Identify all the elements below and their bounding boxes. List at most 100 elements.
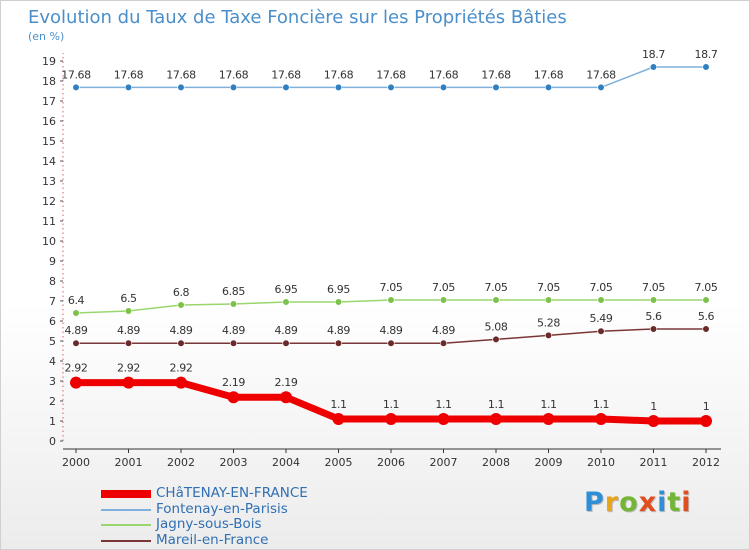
data-label-jagny-sous-bois: 6.95 (327, 283, 350, 296)
data-point-mareil-en-france (72, 339, 80, 347)
data-label-fontenay-en-parisis: 17.68 (586, 68, 616, 81)
y-tick-label: 8 (49, 275, 56, 288)
data-label-mareil-en-france: 4.89 (170, 324, 193, 337)
x-tick-label: 2004 (272, 456, 300, 469)
data-point-jagny-sous-bois (334, 298, 343, 306)
data-point-jagny-sous-bois (544, 296, 553, 304)
data-label-jagny-sous-bois: 6.8 (173, 286, 190, 299)
data-label-jagny-sous-bois: 6.4 (68, 294, 85, 307)
data-label-fontenay-en-parisis: 17.68 (324, 68, 354, 81)
data-point-fontenay-en-parisis (177, 83, 185, 91)
data-point-fontenay-en-parisis (649, 63, 658, 71)
data-point-fontenay-en-parisis (387, 83, 395, 91)
legend-label: Mareil-en-France (156, 531, 269, 548)
data-point-fontenay-en-parisis (597, 83, 605, 91)
legend-swatch (101, 539, 151, 542)
data-point-jagny-sous-bois (649, 296, 658, 304)
y-tick-label: 1 (49, 415, 56, 428)
data-label-mareil-en-france: 5.28 (537, 316, 560, 329)
data-label-mareil-en-france: 4.89 (432, 324, 455, 337)
proxiti-logo: Proxiti (584, 487, 692, 518)
y-tick-label: 12 (42, 195, 56, 208)
x-tick-label: 2006 (377, 456, 405, 469)
y-tick-label: 9 (49, 255, 56, 268)
data-point-ch-tenay-en-france (70, 376, 82, 389)
y-tick-label: 5 (49, 335, 56, 348)
data-point-mareil-en-france (702, 325, 710, 333)
data-point-fontenay-en-parisis (544, 83, 553, 91)
logo-letter: i (657, 487, 668, 518)
data-point-ch-tenay-en-france (542, 413, 555, 425)
legend-swatch (101, 508, 151, 511)
data-point-fontenay-en-parisis (72, 83, 80, 91)
y-tick-label: 14 (42, 155, 56, 168)
data-label-ch-tenay-en-france: 2.19 (275, 376, 298, 389)
data-point-ch-tenay-en-france (385, 413, 397, 425)
x-tick-label: 2011 (640, 456, 668, 469)
legend-swatch (101, 490, 151, 498)
data-label-jagny-sous-bois: 7.05 (485, 281, 508, 294)
data-point-jagny-sous-bois (387, 296, 395, 304)
y-tick-label: 4 (49, 355, 56, 368)
y-tick-label: 2 (49, 395, 56, 408)
data-label-mareil-en-france: 5.6 (698, 310, 715, 323)
data-label-ch-tenay-en-france: 1.1 (435, 398, 451, 411)
data-label-mareil-en-france: 4.89 (275, 324, 298, 337)
data-point-ch-tenay-en-france (332, 413, 345, 425)
data-point-ch-tenay-en-france (437, 413, 450, 425)
data-label-ch-tenay-en-france: 1.1 (488, 398, 504, 411)
x-tick-label: 2005 (325, 456, 353, 469)
data-point-mareil-en-france (649, 325, 658, 333)
y-tick-label: 19 (42, 55, 56, 68)
data-point-ch-tenay-en-france (280, 391, 292, 404)
y-tick-label: 11 (42, 215, 56, 228)
x-tick-label: 2007 (430, 456, 458, 469)
y-tick-label: 17 (42, 95, 56, 108)
data-point-mareil-en-france (177, 339, 185, 347)
data-point-mareil-en-france (492, 335, 500, 344)
data-point-mareil-en-france (597, 327, 605, 335)
y-tick-label: 3 (49, 375, 56, 388)
data-label-ch-tenay-en-france: 1 (703, 400, 710, 413)
data-point-mareil-en-france (387, 339, 395, 347)
logo-letter: r (604, 487, 620, 518)
data-label-mareil-en-france: 4.89 (117, 324, 140, 337)
data-label-mareil-en-france: 4.89 (327, 324, 350, 337)
data-point-jagny-sous-bois (492, 296, 500, 304)
data-point-mareil-en-france (282, 339, 290, 347)
data-label-ch-tenay-en-france: 1.1 (540, 398, 556, 411)
data-label-jagny-sous-bois: 6.5 (120, 292, 137, 305)
data-label-fontenay-en-parisis: 18.7 (642, 48, 665, 61)
data-label-mareil-en-france: 4.89 (65, 324, 88, 337)
x-tick-label: 2009 (535, 456, 563, 469)
data-point-jagny-sous-bois (229, 300, 238, 308)
y-tick-label: 6 (49, 315, 56, 328)
x-tick-label: 2012 (692, 456, 720, 469)
data-point-fontenay-en-parisis (334, 83, 343, 91)
data-point-fontenay-en-parisis (282, 83, 290, 91)
legend-label: Fontenay-en-Parisis (156, 500, 288, 517)
data-label-mareil-en-france: 5.49 (590, 312, 613, 325)
y-tick-label: 13 (42, 175, 56, 188)
data-label-fontenay-en-parisis: 17.68 (376, 68, 406, 81)
data-label-fontenay-en-parisis: 17.68 (534, 68, 564, 81)
data-point-ch-tenay-en-france (595, 413, 607, 425)
data-label-fontenay-en-parisis: 18.7 (695, 48, 718, 61)
y-tick-label: 18 (42, 75, 56, 88)
data-point-fontenay-en-parisis (229, 83, 238, 91)
data-point-jagny-sous-bois (282, 298, 290, 306)
data-label-ch-tenay-en-france: 2.92 (170, 362, 193, 375)
x-tick-label: 2000 (62, 456, 90, 469)
y-tick-label: 7 (49, 295, 56, 308)
data-label-mareil-en-france: 4.89 (380, 324, 403, 337)
data-point-mareil-en-france (334, 339, 343, 347)
y-tick-label: 0 (49, 435, 56, 448)
data-point-ch-tenay-en-france (122, 376, 135, 389)
data-label-mareil-en-france: 4.89 (222, 324, 245, 337)
data-label-jagny-sous-bois: 7.05 (695, 281, 718, 294)
data-label-ch-tenay-en-france: 2.19 (222, 376, 245, 389)
data-label-fontenay-en-parisis: 17.68 (429, 68, 459, 81)
data-label-fontenay-en-parisis: 17.68 (114, 68, 144, 81)
